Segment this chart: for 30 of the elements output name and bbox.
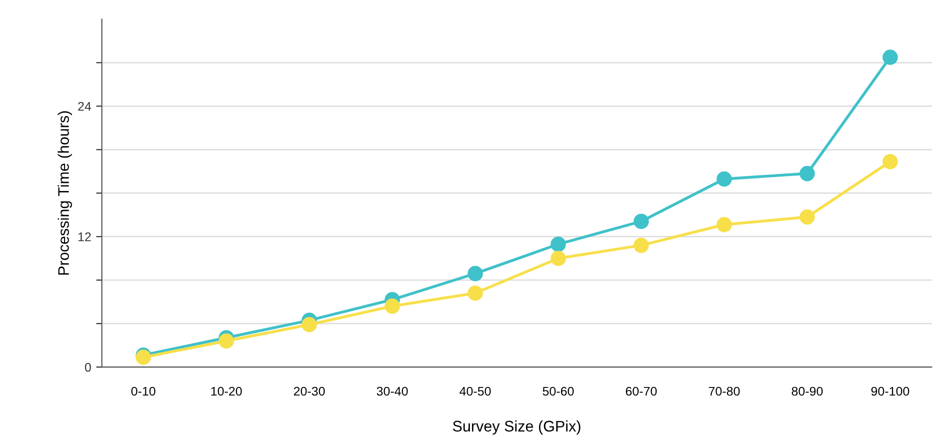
x-tick-label: 30-40 <box>376 386 408 396</box>
x-tick-label: 70-80 <box>708 386 740 396</box>
point <box>550 236 566 252</box>
x-axis-title: Survey Size (GPix) <box>452 420 580 435</box>
point <box>800 166 815 182</box>
point <box>882 50 898 65</box>
y-tick-label: 24 <box>78 102 92 111</box>
x-tick-label: 90-100 <box>871 386 910 396</box>
point <box>302 317 317 332</box>
point <box>468 266 483 282</box>
y-axis-title: Processing Time (hours) <box>58 111 72 275</box>
x-tick-label: 40-50 <box>460 386 491 396</box>
point <box>634 214 649 230</box>
point <box>550 250 566 266</box>
x-tick-label: 60-70 <box>626 386 657 396</box>
x-tick-label: 20-30 <box>294 386 325 396</box>
point <box>218 333 234 349</box>
point <box>716 217 732 232</box>
x-tick-label: 50-60 <box>542 386 574 396</box>
point <box>384 298 400 314</box>
point <box>800 209 815 225</box>
point <box>716 171 732 187</box>
y-tick-label: 12 <box>78 232 91 242</box>
point <box>468 285 483 301</box>
y-tick-label: 0 <box>84 362 91 372</box>
x-tick-label: 10-20 <box>211 386 242 396</box>
x-tick-label: 0-10 <box>131 386 156 396</box>
point <box>634 238 649 253</box>
point <box>882 154 898 170</box>
x-tick-label: 80-90 <box>792 386 823 396</box>
